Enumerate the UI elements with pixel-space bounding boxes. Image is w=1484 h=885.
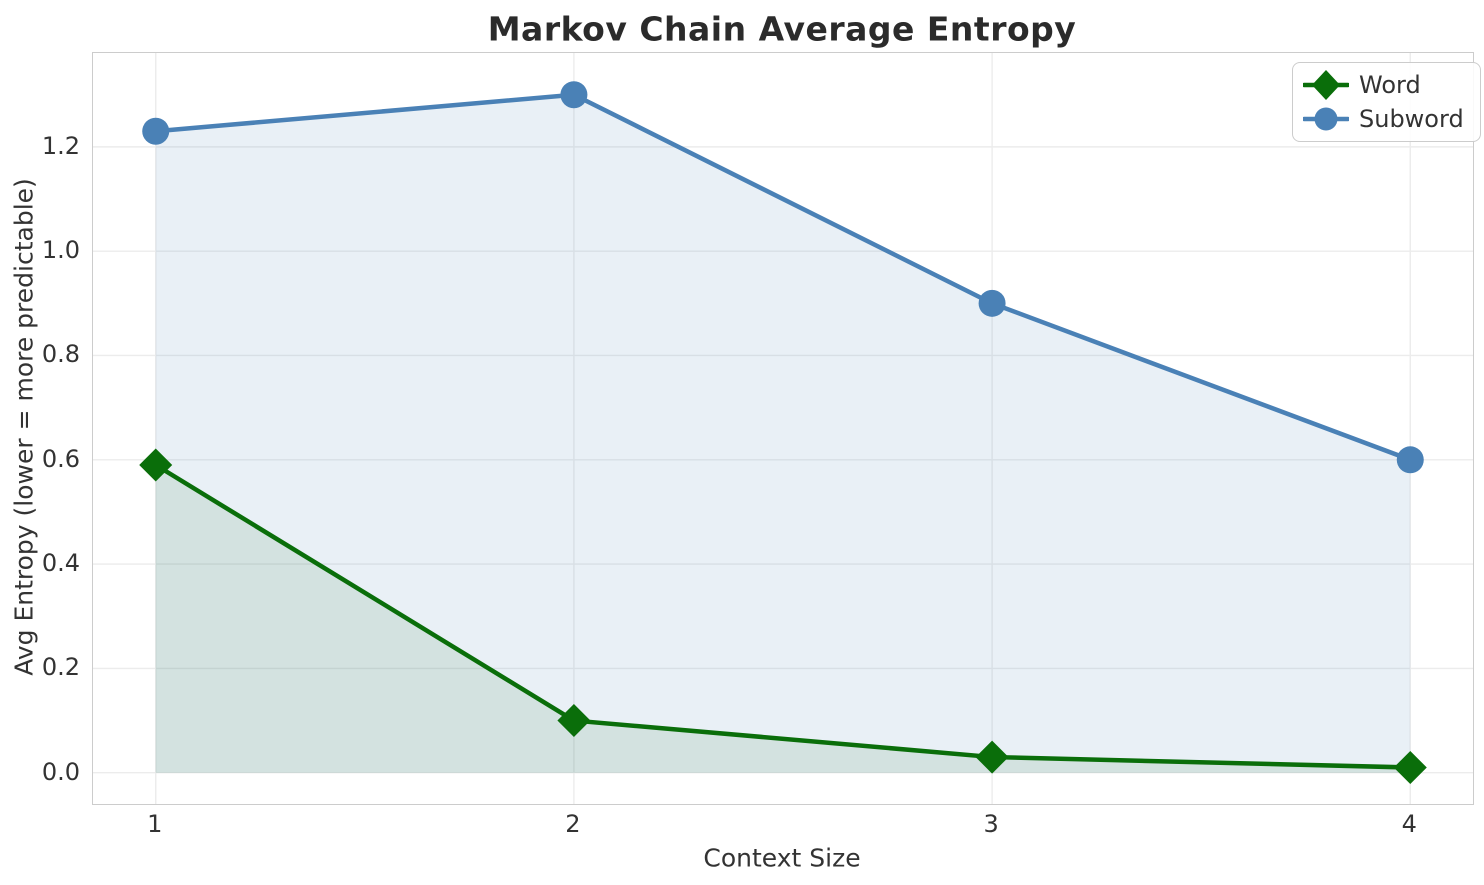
area-fill-word [155,465,1411,773]
data-point-marker [1393,750,1427,784]
legend: Word Subword [1292,62,1481,142]
x-tick-label: 1 [147,810,163,838]
legend-item-word: Word [1303,68,1464,102]
y-tick-label: 0.8 [41,340,80,369]
data-point-marker [978,289,1006,317]
legend-label: Word [1359,71,1421,99]
data-point-marker [142,117,170,145]
y-tick-label: 1.2 [41,131,80,160]
series-line-subword [153,92,1413,463]
x-tick-label: 4 [1401,810,1417,838]
y-tick-label: 0.6 [41,444,80,473]
plot-area [92,52,1474,805]
y-axis-label: Avg Entropy (lower = more predictable) [9,178,39,676]
legend-item-subword: Subword [1303,102,1464,136]
series-line-word [153,462,1413,770]
x-axis-label: Context Size [703,843,861,873]
x-tick-label: 3 [983,810,999,838]
data-point-marker [557,704,591,738]
y-tick-label: 0.0 [41,757,80,786]
chart-svg [93,53,1473,804]
data-point-marker [975,740,1009,774]
area-fill-subword [155,94,1411,773]
word-diamond-marker-icon [1303,69,1349,101]
data-point-marker [1396,446,1424,474]
data-point-marker [560,81,588,109]
y-tick-label: 1.0 [41,236,80,265]
y-tick-label: 0.4 [41,549,80,578]
chart-title: Markov Chain Average Entropy [487,9,1077,49]
subword-circle-marker-icon [1303,103,1349,135]
x-tick-label: 2 [565,810,581,838]
data-point-marker [139,448,173,482]
legend-label: Subword [1359,105,1464,133]
y-tick-label: 0.2 [41,653,80,682]
